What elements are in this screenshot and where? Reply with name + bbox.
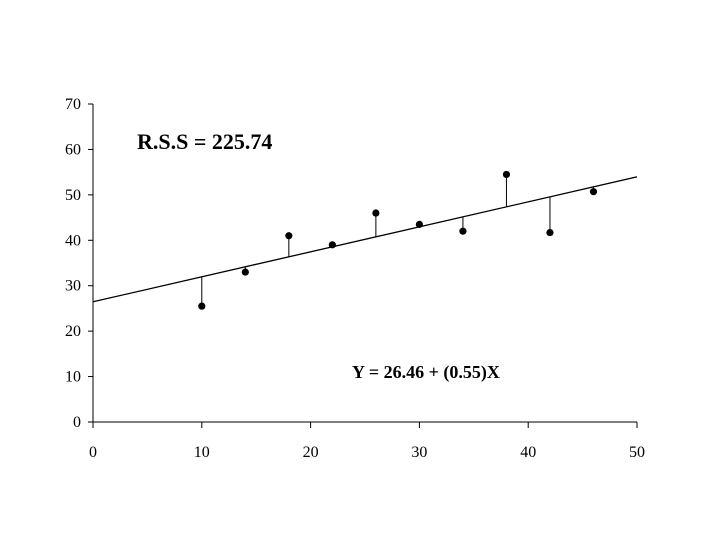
axes: [88, 103, 638, 428]
data-point: [198, 302, 206, 310]
data-point: [589, 188, 598, 196]
y-tick-label: 10: [65, 369, 81, 386]
x-tick-label: 40: [520, 444, 536, 461]
data-point: [459, 227, 467, 235]
tick-labels: 0 10 20 30 40 50 60 70 0 10 20 30 40 50: [65, 96, 645, 461]
data-point: [241, 268, 249, 276]
x-tick-label: 50: [629, 444, 645, 461]
regression-line: [92, 176, 638, 303]
data-point: [372, 209, 380, 217]
data-point: [285, 232, 293, 240]
data-points: [198, 170, 598, 310]
y-tick-label: 0: [73, 414, 81, 431]
x-tick-label: 0: [89, 444, 97, 461]
data-point: [546, 228, 554, 237]
x-tick-label: 20: [303, 444, 319, 461]
rss-annotation: R.S.S = 225.74: [137, 129, 272, 154]
y-tick-label: 30: [65, 278, 81, 295]
data-point: [415, 220, 423, 228]
y-tick-label: 60: [65, 141, 81, 158]
equation-annotation: Y = 26.46 + (0.55)X: [352, 362, 500, 383]
y-tick-label: 70: [65, 96, 81, 113]
y-tick-label: 20: [65, 323, 81, 340]
data-point: [502, 170, 511, 179]
y-tick-label: 50: [65, 187, 81, 204]
residual-lines: [201, 174, 594, 307]
data-point: [328, 241, 336, 249]
x-tick-label: 10: [194, 444, 210, 461]
x-tick-label: 30: [411, 444, 427, 461]
y-tick-label: 40: [65, 232, 81, 249]
